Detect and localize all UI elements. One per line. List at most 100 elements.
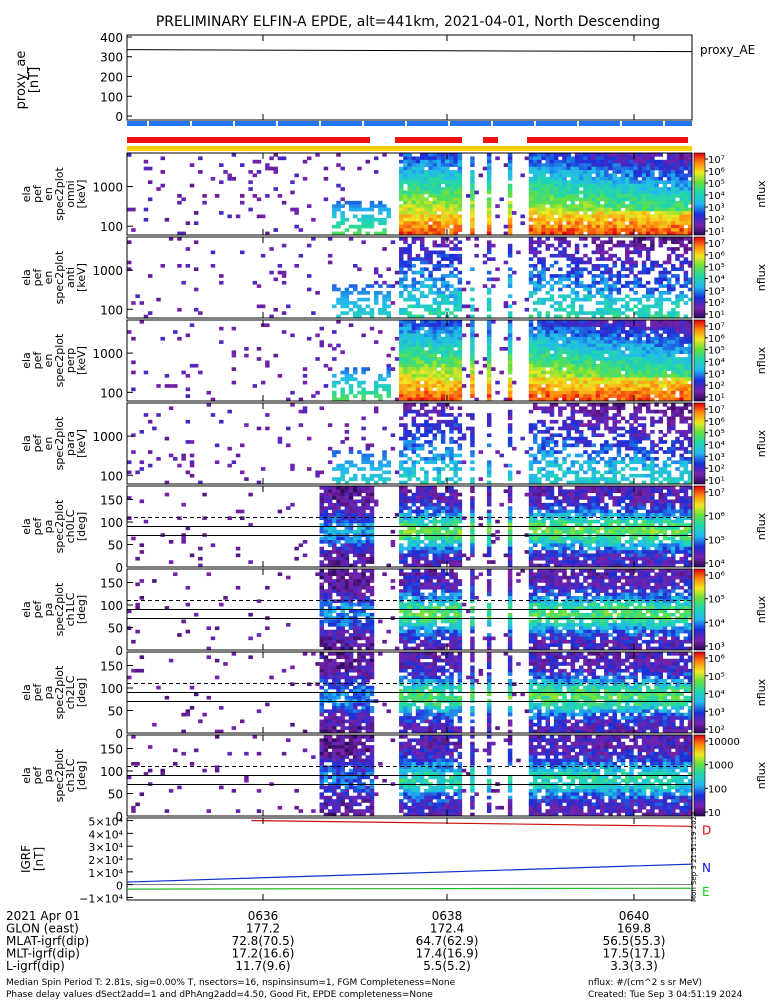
spectrogram-cell <box>683 250 689 255</box>
spectrogram-cell <box>612 353 617 358</box>
spectrogram-cell <box>449 197 454 202</box>
spectrogram-cell <box>545 211 551 215</box>
spectrogram-cell <box>570 367 576 371</box>
spectrogram-cell <box>403 270 408 275</box>
spectrogram-cell <box>566 390 571 395</box>
spectrogram-cell <box>650 409 655 414</box>
spectrogram-cell <box>453 480 458 485</box>
spectrogram-cell <box>625 380 630 385</box>
spectrogram-cell <box>604 264 609 268</box>
spectrogram-cell <box>570 287 576 292</box>
spectrogram-cell <box>583 377 588 382</box>
spectrogram-cell <box>566 187 571 191</box>
spectrogram-cell <box>683 363 689 368</box>
spectrogram-cell <box>616 330 622 334</box>
spectrogram-cell <box>645 390 651 395</box>
spectrogram-cell <box>428 207 433 212</box>
spectrogram-cell <box>599 264 605 268</box>
spectrogram-cell <box>553 440 559 444</box>
spectrogram-cell <box>637 333 643 338</box>
spectrogram-cell <box>666 360 672 365</box>
spectrogram-cell <box>373 270 379 275</box>
spectrogram-cell <box>591 194 597 198</box>
spectrogram-cell <box>549 394 555 398</box>
spectrogram-cell <box>369 460 375 465</box>
spectrogram-cell <box>633 297 638 302</box>
spectrogram-cell <box>507 153 513 157</box>
spectrogram-cell <box>645 314 651 319</box>
spectrogram-cell <box>537 194 542 198</box>
spectrogram-cell <box>415 477 421 481</box>
spectrogram-cell <box>641 200 647 205</box>
spectrogram-cell <box>616 207 622 212</box>
spectrogram-cell <box>637 250 643 255</box>
spectrogram-cell <box>574 470 580 475</box>
spectrogram-cell <box>650 370 655 375</box>
colorbar-tick-label: 10³ <box>708 203 725 214</box>
spectrogram-cell <box>399 180 404 185</box>
spectrogram-cell <box>449 320 454 324</box>
spectrogram-cell <box>650 176 655 181</box>
spectrogram-cell <box>671 426 676 431</box>
spectrogram-cell <box>616 320 622 324</box>
spectrogram-cell <box>587 207 592 212</box>
spectrogram-cell <box>683 204 689 208</box>
spectrogram-cell <box>457 217 463 222</box>
spectrogram-cell <box>332 394 337 398</box>
spectrogram-cell <box>532 426 538 431</box>
spectrogram-cell <box>486 250 492 255</box>
spectrogram-cell <box>453 314 458 319</box>
spectrogram-cell <box>553 163 559 167</box>
spectrogram-cell <box>641 214 647 219</box>
spectrogram-cell <box>583 353 588 358</box>
spectrogram-cell <box>625 463 630 468</box>
spectrogram-cell <box>616 297 622 302</box>
spectrogram-cell <box>315 333 320 338</box>
spectrogram-cell <box>491 367 496 371</box>
spectrogram-cell <box>432 170 438 174</box>
spectrogram-cell <box>436 350 442 355</box>
spectrogram-cell <box>470 360 475 365</box>
spectrogram-cell <box>662 320 668 324</box>
spectrogram-cell <box>616 384 622 388</box>
spectrogram-cell <box>633 264 638 268</box>
spectrogram-cell <box>671 166 676 171</box>
spectrogram-cell <box>625 301 630 305</box>
spectrogram-cell <box>654 457 659 461</box>
bar-blue-gap <box>405 121 407 126</box>
spectrogram-cell <box>486 323 492 328</box>
spectrogram-cell <box>666 430 672 434</box>
spectrogram-cell <box>687 228 693 232</box>
spectrogram-cell <box>675 274 680 278</box>
spectrogram-cell <box>574 228 580 232</box>
spectrogram-cell <box>457 253 463 258</box>
spectrogram-cell <box>507 250 513 255</box>
spectrogram-cell <box>587 336 592 341</box>
spectrogram-cell <box>466 280 471 285</box>
spectrogram-cell <box>432 397 438 402</box>
spectrogram-cell <box>147 463 153 468</box>
spectrogram-cell <box>486 370 492 375</box>
spectrogram-cell <box>650 304 655 309</box>
spectrogram-cell <box>558 413 563 417</box>
spectrogram-cell <box>453 387 458 392</box>
spectrogram-cell <box>545 207 551 212</box>
spectrogram-cell <box>491 277 496 282</box>
spectrogram-cell <box>436 390 442 395</box>
spectrogram-cell <box>608 326 613 331</box>
spectrogram-cell <box>612 326 617 331</box>
spectrogram-cell <box>486 463 492 468</box>
spectrogram-cell <box>608 367 613 371</box>
spectrogram-cell <box>306 336 312 341</box>
colorbar-tick-label: 10⁵ <box>708 346 725 357</box>
spectrogram-cell <box>424 440 429 444</box>
spectrogram-cell <box>281 311 287 315</box>
spectrogram-cell <box>541 430 546 434</box>
spectrogram-cell <box>671 237 676 241</box>
spectrogram-cell <box>537 180 542 185</box>
spectrogram-cell <box>436 477 442 481</box>
spectrogram-cell <box>658 173 664 178</box>
spectrogram-cell <box>570 280 576 285</box>
spectrogram-cell <box>553 397 559 402</box>
spectrogram-cell <box>436 264 442 268</box>
